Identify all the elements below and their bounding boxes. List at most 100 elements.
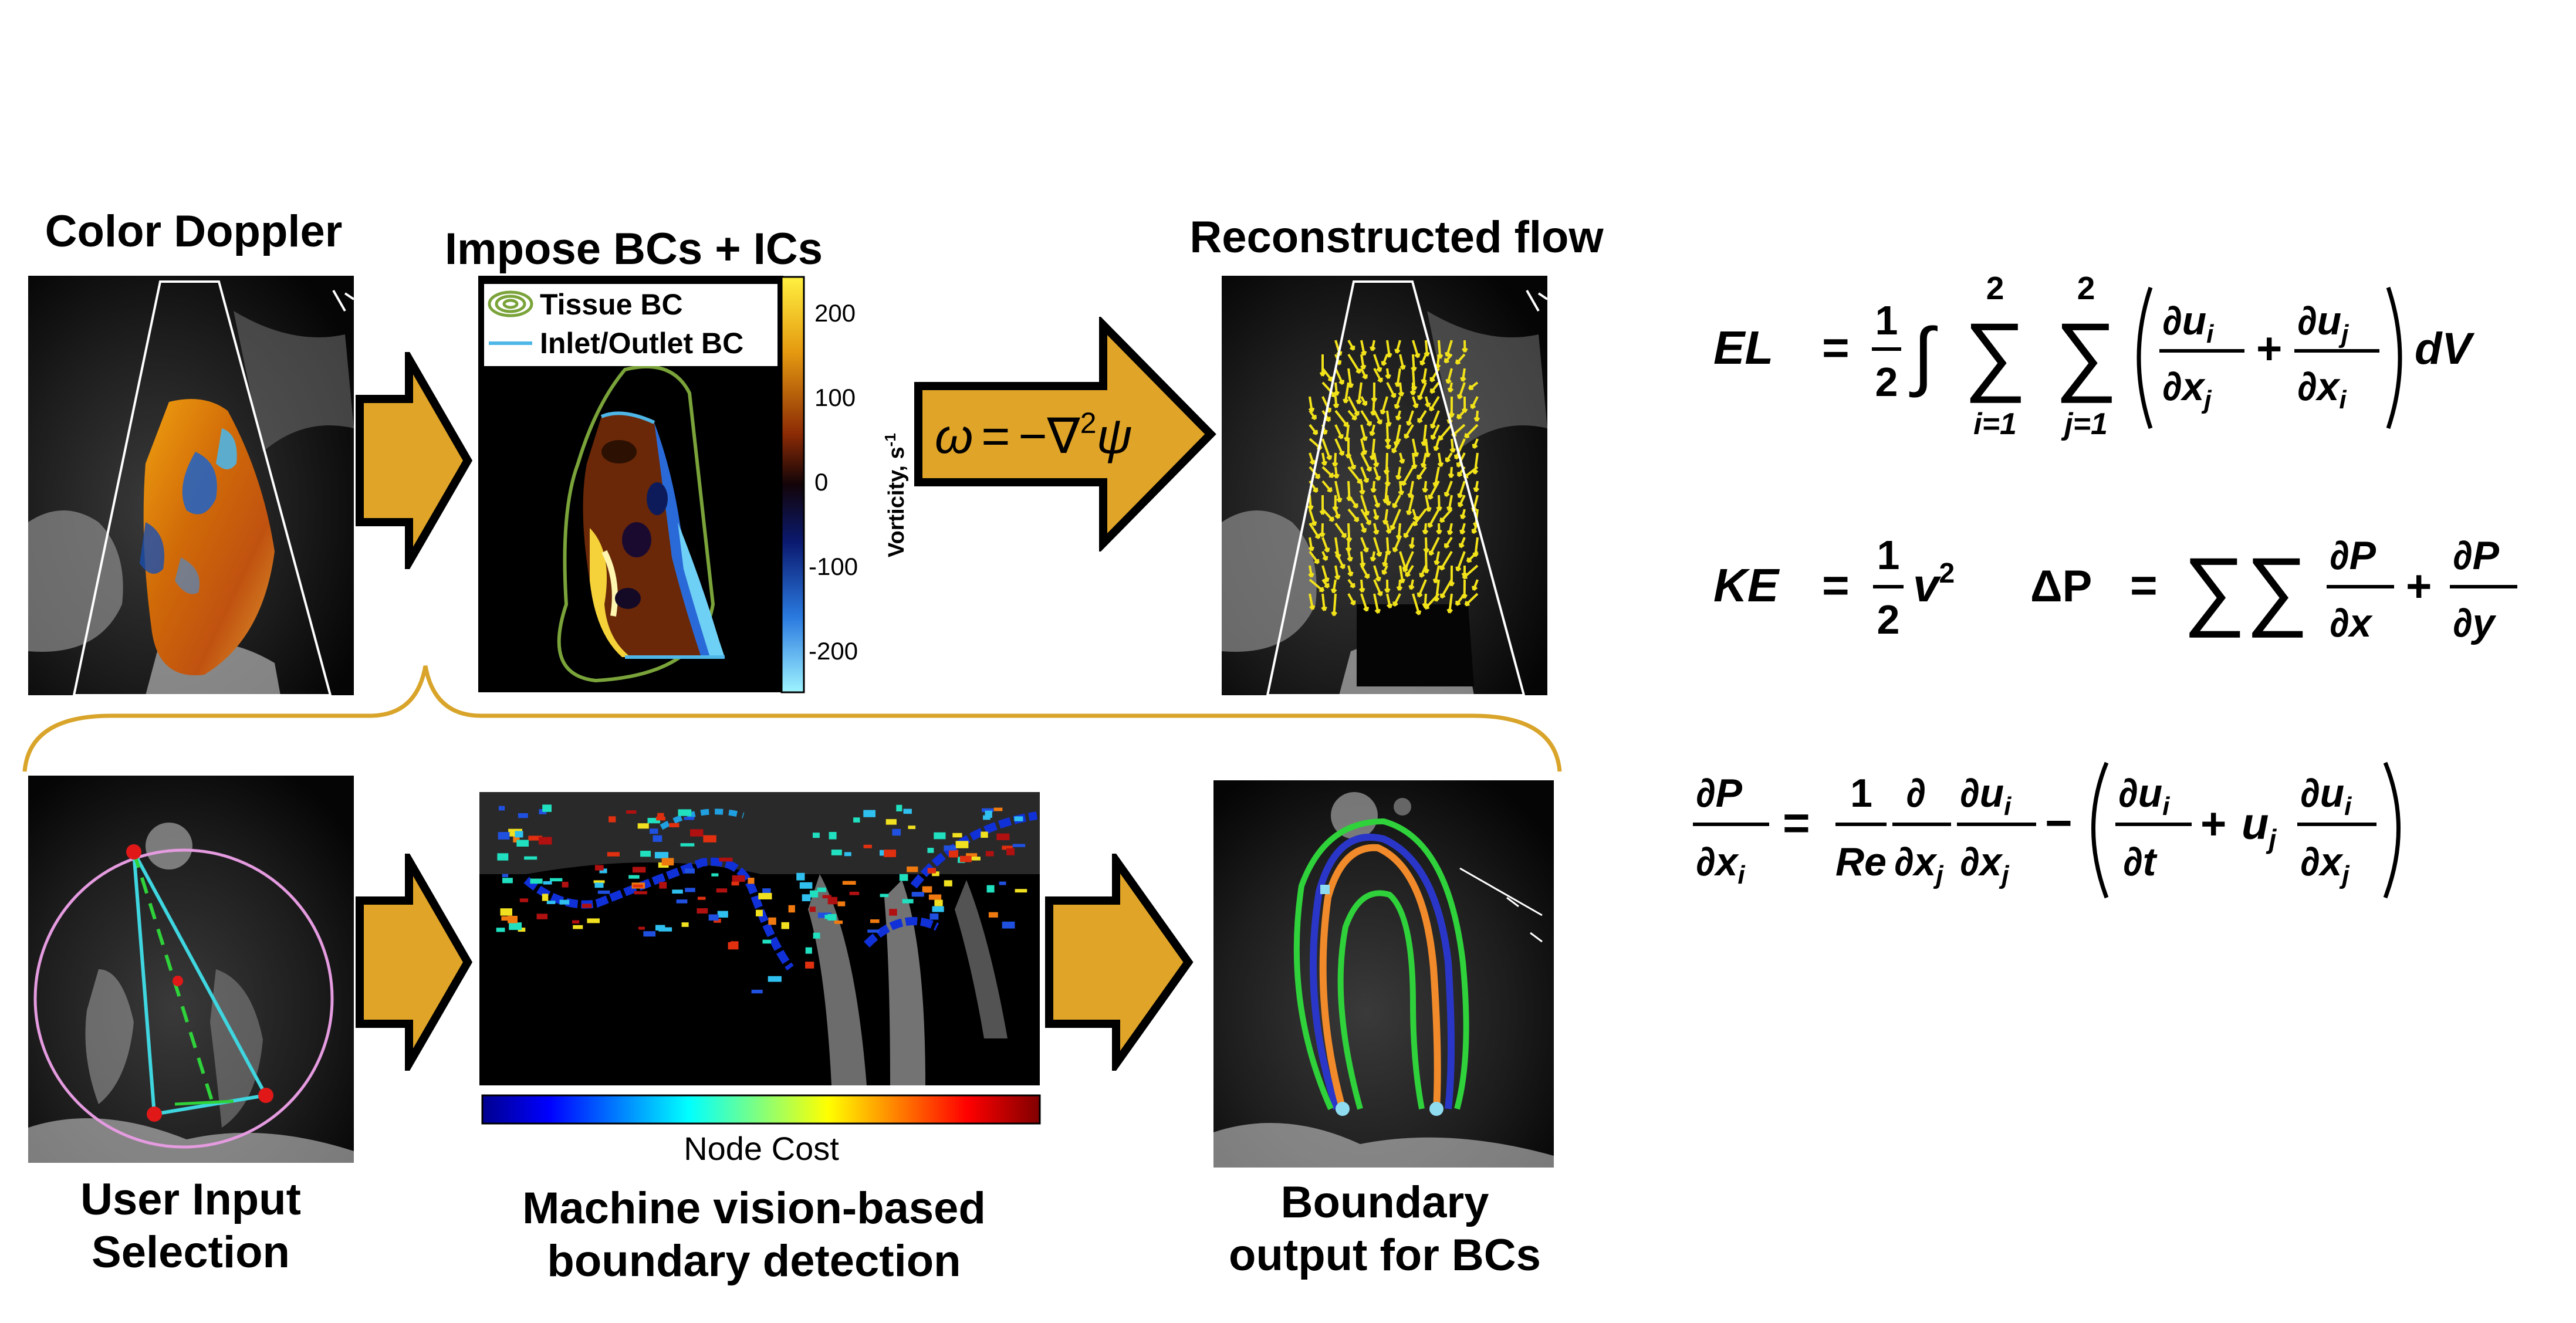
cost-speckle bbox=[896, 804, 902, 811]
cost-speckle bbox=[647, 818, 660, 824]
velocity-arrow bbox=[1321, 367, 1334, 382]
velocity-arrow bbox=[1445, 340, 1453, 357]
svg-text:∂xj: ∂xj bbox=[2300, 840, 2349, 889]
cost-speckle bbox=[1002, 921, 1015, 929]
cost-speckle bbox=[985, 810, 992, 818]
velocity-arrow bbox=[1406, 495, 1414, 516]
velocity-arrow bbox=[1369, 424, 1375, 437]
velocity-arrow bbox=[1360, 537, 1369, 553]
arrow-doppler-to-impose bbox=[356, 352, 472, 569]
velocity-arrow bbox=[1373, 579, 1383, 597]
velocity-arrow bbox=[1309, 522, 1320, 540]
cost-speckle bbox=[542, 804, 552, 812]
cost-speckle bbox=[659, 882, 667, 889]
velocity-arrow bbox=[1309, 410, 1317, 421]
cost-speckle bbox=[934, 899, 943, 906]
svg-text:+: + bbox=[2200, 799, 2226, 849]
vorticity-tick-200: 200 bbox=[814, 299, 856, 327]
velocity-arrow bbox=[1398, 481, 1405, 496]
cost-speckle bbox=[1002, 845, 1013, 850]
cost-speckle bbox=[582, 904, 592, 908]
cost-speckle bbox=[762, 888, 771, 893]
cost-speckle bbox=[608, 816, 616, 823]
velocity-arrow bbox=[1462, 564, 1479, 580]
cost-speckle bbox=[524, 856, 537, 860]
cost-speckle bbox=[573, 925, 583, 929]
svg-text:∂y: ∂y bbox=[2453, 601, 2497, 645]
svg-text:Re: Re bbox=[1835, 840, 1887, 884]
cost-speckle bbox=[922, 886, 932, 893]
cost-speckle bbox=[717, 911, 728, 918]
velocity-arrow bbox=[1360, 466, 1370, 483]
velocity-arrow bbox=[1309, 509, 1317, 527]
velocity-arrow bbox=[1385, 523, 1392, 534]
svg-text:=: = bbox=[1783, 797, 1810, 849]
cost-speckle bbox=[714, 919, 721, 923]
cost-speckle bbox=[716, 888, 728, 893]
velocity-arrow bbox=[1392, 593, 1401, 607]
velocity-arrow bbox=[1360, 565, 1370, 579]
cost-speckle bbox=[805, 962, 814, 969]
velocity-arrow bbox=[1373, 410, 1382, 425]
velocity-arrow bbox=[1347, 452, 1357, 471]
cost-speckle bbox=[944, 880, 952, 886]
velocity-arrow bbox=[1427, 509, 1440, 529]
svg-text:∂xj: ∂xj bbox=[1894, 840, 1943, 889]
velocity-arrow bbox=[1384, 579, 1391, 593]
velocity-arrow bbox=[1381, 565, 1388, 576]
cost-speckle bbox=[768, 917, 776, 925]
cost-speckle bbox=[1014, 816, 1023, 821]
boundary-output-image bbox=[1213, 780, 1554, 1168]
machine-vision-title: Machine vision-based boundary detection bbox=[458, 1182, 1050, 1287]
velocity-arrow bbox=[1456, 410, 1466, 419]
grouping-brace bbox=[22, 665, 1562, 772]
cost-speckle bbox=[690, 829, 704, 837]
velocity-arrow bbox=[1437, 452, 1444, 468]
velocity-arrow bbox=[1470, 396, 1479, 410]
velocity-arrow bbox=[1370, 340, 1376, 351]
cost-speckle bbox=[853, 817, 860, 823]
cost-speckle bbox=[809, 906, 816, 912]
cost-speckle bbox=[594, 865, 604, 871]
cost-speckle bbox=[902, 899, 914, 904]
velocity-arrow bbox=[1430, 424, 1440, 441]
velocity-arrow bbox=[1347, 551, 1353, 562]
cost-speckle bbox=[672, 889, 683, 894]
velocity-arrow bbox=[1386, 593, 1393, 609]
svg-text:∑: ∑ bbox=[2055, 304, 2118, 403]
velocity-arrow bbox=[1417, 466, 1427, 480]
svg-text:∂xi: ∂xi bbox=[2297, 364, 2347, 414]
velocity-arrow bbox=[1382, 551, 1388, 567]
velocity-arrow bbox=[1464, 424, 1479, 439]
velocity-arrow bbox=[1401, 466, 1414, 486]
cost-speckle bbox=[500, 908, 512, 916]
velocity-arrow bbox=[1360, 424, 1368, 442]
arrow-machine-to-boundary bbox=[1045, 854, 1194, 1071]
cost-speckle bbox=[658, 927, 672, 932]
velocity-arrow bbox=[1331, 452, 1338, 467]
cost-speckle bbox=[559, 899, 570, 905]
stream-vorticity-equation: ω = −∇2ψ bbox=[935, 407, 1133, 463]
reconstructed-title: Reconstructed flow bbox=[1189, 212, 1604, 262]
velocity-arrow bbox=[1319, 354, 1326, 377]
cost-speckle bbox=[892, 828, 901, 836]
cost-speckle bbox=[653, 835, 662, 842]
velocity-arrow bbox=[1466, 550, 1479, 563]
velocity-arrow bbox=[1385, 438, 1392, 450]
velocity-arrow bbox=[1394, 396, 1401, 410]
cost-speckle bbox=[502, 878, 513, 884]
svg-text:∂uj: ∂uj bbox=[2297, 299, 2349, 348]
velocity-arrow bbox=[1443, 481, 1453, 498]
velocity-arrow bbox=[1308, 565, 1314, 578]
velocity-arrow bbox=[1334, 368, 1345, 385]
velocity-arrow bbox=[1439, 550, 1453, 571]
impose-vorticity-image: Tissue BC Inlet/Outlet BC bbox=[478, 276, 783, 692]
apex-marker bbox=[126, 844, 141, 860]
cost-speckle bbox=[656, 816, 665, 821]
velocity-arrow bbox=[1412, 593, 1422, 615]
velocity-arrow bbox=[1321, 578, 1330, 588]
velocity-arrow bbox=[1347, 508, 1360, 523]
velocity-arrow bbox=[1385, 368, 1391, 380]
cost-speckle bbox=[927, 848, 934, 853]
velocity-arrow bbox=[1343, 382, 1350, 404]
